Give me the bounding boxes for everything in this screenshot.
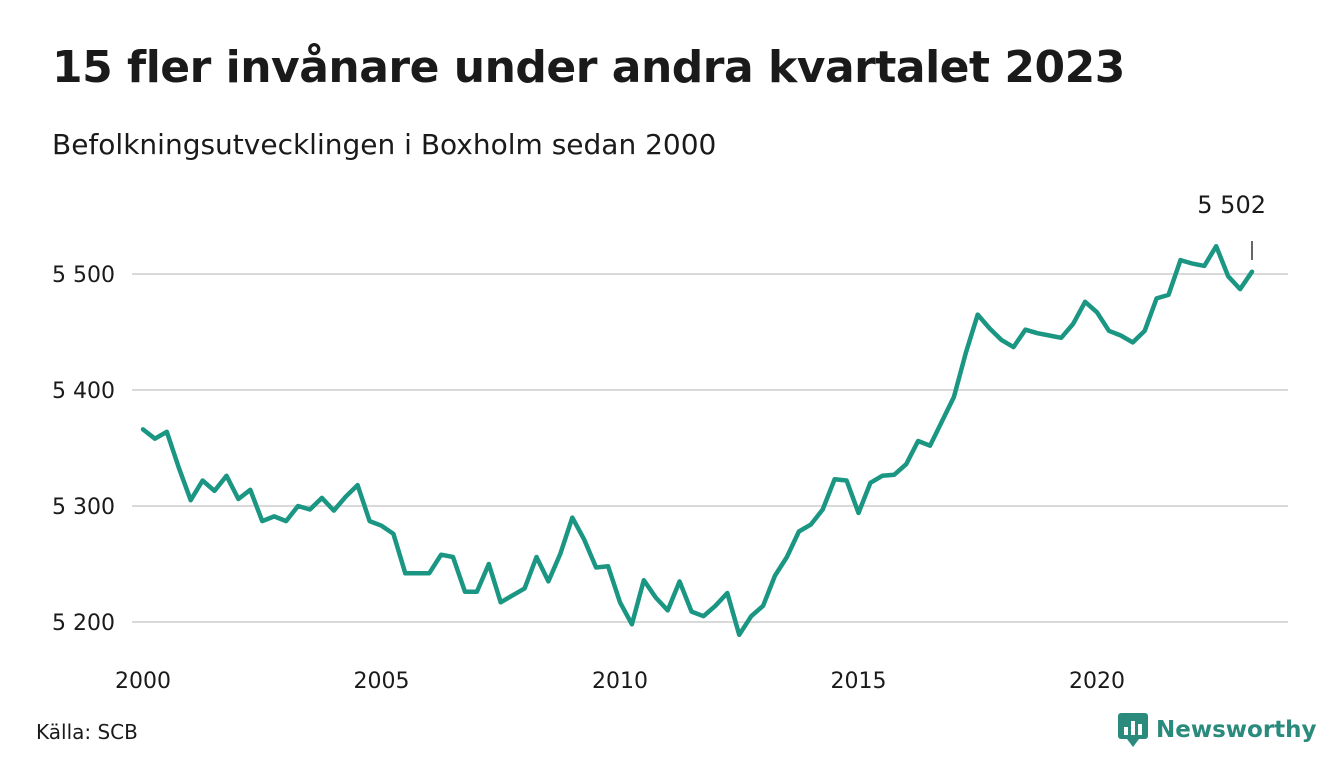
population-line <box>140 243 1255 638</box>
x-tick-label: 2015 <box>830 669 886 694</box>
source-note: Källa: SCB <box>36 720 138 744</box>
x-tick-label: 2010 <box>592 669 648 694</box>
x-tick-label: 2000 <box>115 669 171 694</box>
chart-title: 15 fler invånare under andra kvartalet 2… <box>52 42 1125 93</box>
population-series <box>140 243 1255 638</box>
y-tick-label: 5 200 <box>52 611 115 636</box>
end-value-label: 5 502 <box>1197 191 1266 219</box>
y-tick-label: 5 300 <box>52 495 115 520</box>
x-tick-label: 2020 <box>1069 669 1125 694</box>
newsworthy-brand: Newsworthy <box>1118 713 1317 747</box>
gridlines <box>132 273 1288 623</box>
x-tick-label: 2005 <box>353 669 409 694</box>
y-tick-label: 5 400 <box>52 379 115 404</box>
newsworthy-logo-icon <box>1118 713 1148 747</box>
y-tick-label: 5 500 <box>52 263 115 288</box>
chart-subtitle: Befolkningsutvecklingen i Boxholm sedan … <box>52 128 717 161</box>
x-axis-ticks: 2000 2005 2010 2015 2020 <box>115 669 1125 694</box>
brand-name: Newsworthy <box>1156 717 1317 743</box>
end-value-annotation: 5 502 <box>1197 191 1266 260</box>
y-axis-ticks: 5 200 5 300 5 400 5 500 <box>52 263 115 636</box>
